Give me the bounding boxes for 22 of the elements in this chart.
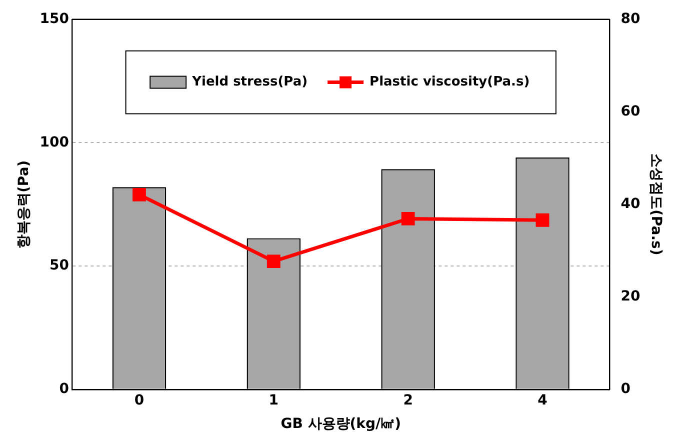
x-tick-label: 0	[134, 392, 144, 408]
y2-tick-label: 0	[620, 381, 631, 398]
point	[401, 212, 415, 226]
y2-tick-label: 20	[620, 288, 640, 305]
x-tick-label: 2	[403, 392, 413, 408]
y2-axis-title: 소성점도(Pa.s)	[648, 154, 664, 256]
legend-label: Yield stress(Pa)	[191, 74, 308, 90]
point	[266, 254, 280, 268]
x-tick-label: 1	[268, 392, 279, 408]
y-tick-label: 50	[50, 258, 70, 274]
y-axis-title: 항복응력(Pa)	[16, 160, 32, 248]
y-tick-label: 150	[40, 11, 70, 28]
y2-tick-label: 80	[620, 11, 640, 28]
point	[132, 188, 146, 202]
legend-label: Plastic viscosity(Pa.s)	[370, 74, 530, 90]
y-tick-label: 0	[59, 381, 70, 398]
y2-tick-label: 40	[620, 196, 640, 212]
x-axis-title: GB 사용량(kg/㎢)	[280, 416, 402, 432]
point	[536, 213, 550, 227]
y-tick-label: 100	[40, 134, 70, 150]
y2-tick-label: 60	[620, 104, 640, 120]
x-tick-label: 4	[538, 392, 548, 408]
